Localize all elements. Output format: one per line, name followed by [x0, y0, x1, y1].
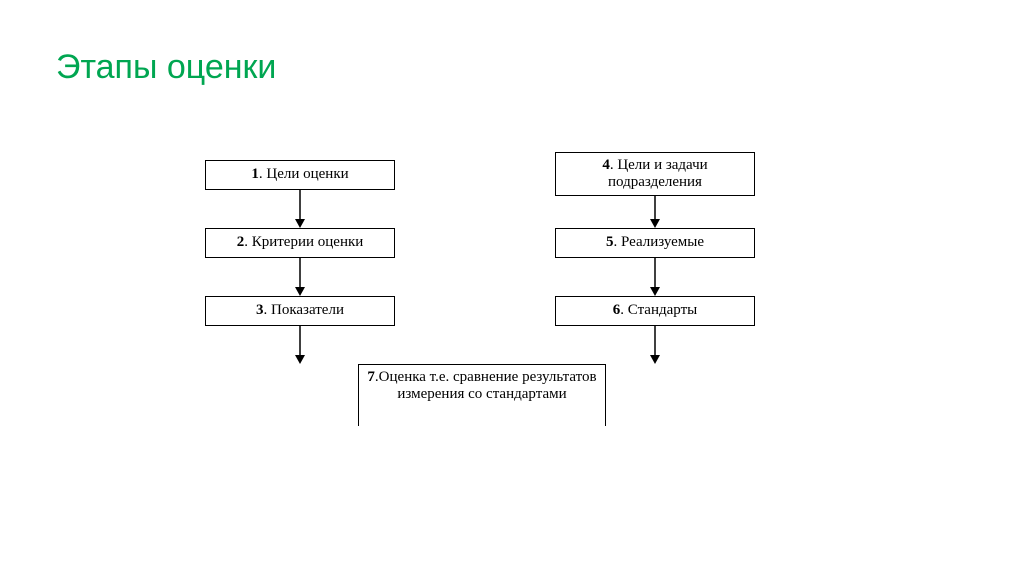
flow-arrow	[292, 190, 308, 232]
node-label: .Оценка т.е. сравнение результатов измер…	[375, 369, 597, 402]
flow-arrow	[647, 196, 663, 232]
page-title: Этапы оценки	[56, 48, 276, 87]
flow-arrow	[647, 258, 663, 300]
flow-node-n7: 7.Оценка т.е. сравнение результатов изме…	[358, 364, 606, 426]
node-label: . Критерии оценки	[244, 234, 363, 250]
node-number: 3	[256, 302, 264, 318]
node-label: . Цели оценки	[259, 166, 349, 182]
flow-node-n4: 4. Цели и задачи подразделения	[555, 152, 755, 196]
flow-arrow	[292, 258, 308, 300]
flow-node-n2: 2. Критерии оценки	[205, 228, 395, 258]
flow-arrow	[598, 326, 663, 368]
node-label: . Цели и задачи подразделения	[608, 157, 708, 190]
node-label: . Стандарты	[620, 302, 697, 318]
node-number: 4	[602, 157, 610, 173]
flow-arrow	[292, 326, 366, 368]
flow-node-n6: 6. Стандарты	[555, 296, 755, 326]
flow-node-n3: 3. Показатели	[205, 296, 395, 326]
node-number: 1	[251, 166, 259, 182]
node-label: . Реализуемые	[613, 234, 704, 250]
flow-node-n5: 5. Реализуемые	[555, 228, 755, 258]
flow-node-n1: 1. Цели оценки	[205, 160, 395, 190]
node-number: 7	[367, 369, 375, 385]
node-label: . Показатели	[264, 302, 344, 318]
